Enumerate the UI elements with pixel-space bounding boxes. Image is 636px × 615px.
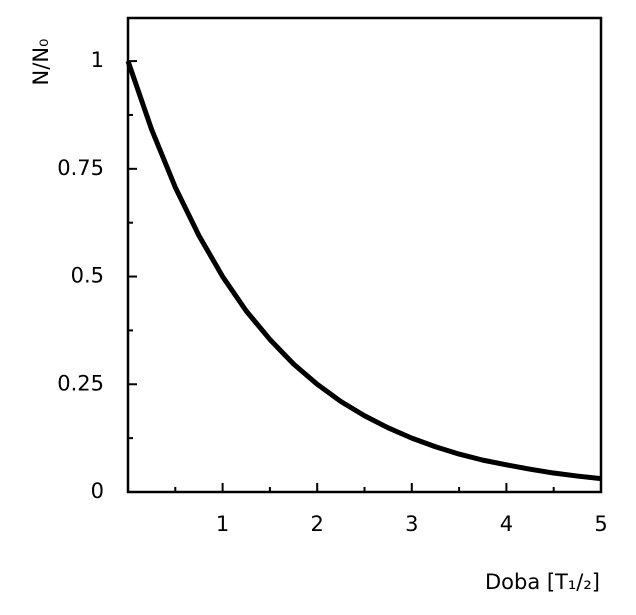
x-tick-label: 2 [311, 512, 324, 536]
y-tick-label: 0.5 [71, 264, 104, 288]
x-tick-label: 3 [405, 512, 418, 536]
y-tick-label: 0 [91, 479, 104, 503]
y-tick-label: 0.25 [57, 371, 104, 395]
x-axis-label: Doba [T₁/₂] [485, 570, 600, 594]
y-tick-label: 1 [91, 48, 104, 72]
x-tick-label: 4 [500, 512, 513, 536]
x-tick-label: 1 [216, 512, 229, 536]
x-tick-label: 5 [594, 512, 607, 536]
plot-frame [126, 16, 603, 494]
decay-curve [125, 60, 602, 482]
y-tick-label: 0.75 [57, 156, 104, 180]
y-axis-label: N/N₀ [29, 39, 53, 86]
